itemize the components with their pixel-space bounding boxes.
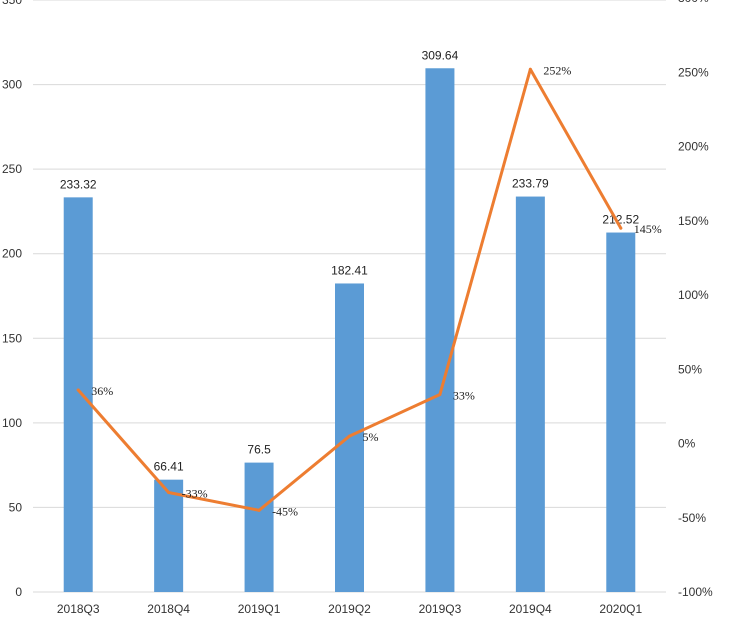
- line-point: [438, 392, 442, 396]
- bar: [63, 197, 93, 592]
- line-data-labels: 36% -33% -45% 5% 33% 252% 145%: [91, 63, 662, 518]
- left-tick-label: 100: [2, 416, 22, 430]
- left-tick-label: 0: [15, 585, 22, 599]
- line-series: [76, 67, 623, 512]
- left-y-axis: 0 50 100 150 200 250 300 350: [2, 0, 22, 599]
- right-y-axis: -100% -50% 0% 50% 100% 150% 200% 250% 300%: [678, 0, 713, 599]
- left-tick-label: 350: [2, 0, 22, 7]
- bar-value-label: 212.52: [602, 213, 639, 227]
- line-value-label: 36%: [91, 384, 113, 398]
- bar-value-label: 309.64: [422, 48, 459, 62]
- right-tick-label: -100%: [678, 585, 713, 599]
- right-tick-label: 100%: [678, 288, 709, 302]
- x-tick-label: 2018Q3: [57, 602, 100, 616]
- bar: [606, 232, 636, 592]
- line-point: [528, 67, 532, 71]
- x-tick-label: 2019Q1: [238, 602, 281, 616]
- line-value-label: 33%: [453, 388, 475, 402]
- line-value-label: -33%: [182, 487, 208, 501]
- right-tick-label: 300%: [678, 0, 709, 5]
- bar: [515, 196, 545, 592]
- left-tick-label: 250: [2, 162, 22, 176]
- bar: [425, 68, 455, 593]
- right-tick-label: -50%: [678, 511, 706, 525]
- right-tick-label: 200%: [678, 140, 709, 154]
- right-tick-label: 250%: [678, 65, 709, 79]
- bar-value-label: 182.41: [331, 263, 368, 277]
- x-axis: 2018Q3 2018Q4 2019Q1 2019Q2 2019Q3 2019Q4 2020…: [57, 602, 643, 616]
- line-value-label: 5%: [363, 430, 379, 444]
- line-point: [257, 508, 261, 512]
- x-tick-label: 2019Q3: [419, 602, 462, 616]
- bar-value-label: 233.79: [512, 177, 549, 191]
- bar-value-label: 76.5: [247, 443, 271, 457]
- bar: [244, 462, 274, 592]
- right-tick-label: 150%: [678, 214, 709, 228]
- line-point: [167, 491, 171, 495]
- line-value-label: 145%: [634, 222, 662, 236]
- line-point: [619, 226, 623, 230]
- right-tick-label: 50%: [678, 362, 702, 376]
- left-tick-label: 150: [2, 331, 22, 345]
- left-tick-label: 300: [2, 78, 22, 92]
- line-value-label: -45%: [272, 504, 298, 518]
- x-tick-label: 2019Q2: [328, 602, 371, 616]
- x-tick-label: 2020Q1: [599, 602, 642, 616]
- bar-value-label: 66.41: [154, 460, 184, 474]
- x-tick-label: 2019Q4: [509, 602, 552, 616]
- left-tick-label: 50: [9, 500, 23, 514]
- bar-series: [63, 68, 636, 593]
- bar: [154, 479, 184, 592]
- bar-value-label: 233.32: [60, 177, 97, 191]
- bar-data-labels: 233.32 66.41 76.5 182.41 309.64 233.79 212.52: [60, 48, 640, 473]
- x-tick-label: 2018Q4: [147, 602, 190, 616]
- left-tick-label: 200: [2, 247, 22, 261]
- right-tick-label: 0%: [678, 437, 696, 451]
- line-point: [76, 388, 80, 392]
- line-point: [348, 434, 351, 438]
- line-value-label: 252%: [543, 63, 571, 77]
